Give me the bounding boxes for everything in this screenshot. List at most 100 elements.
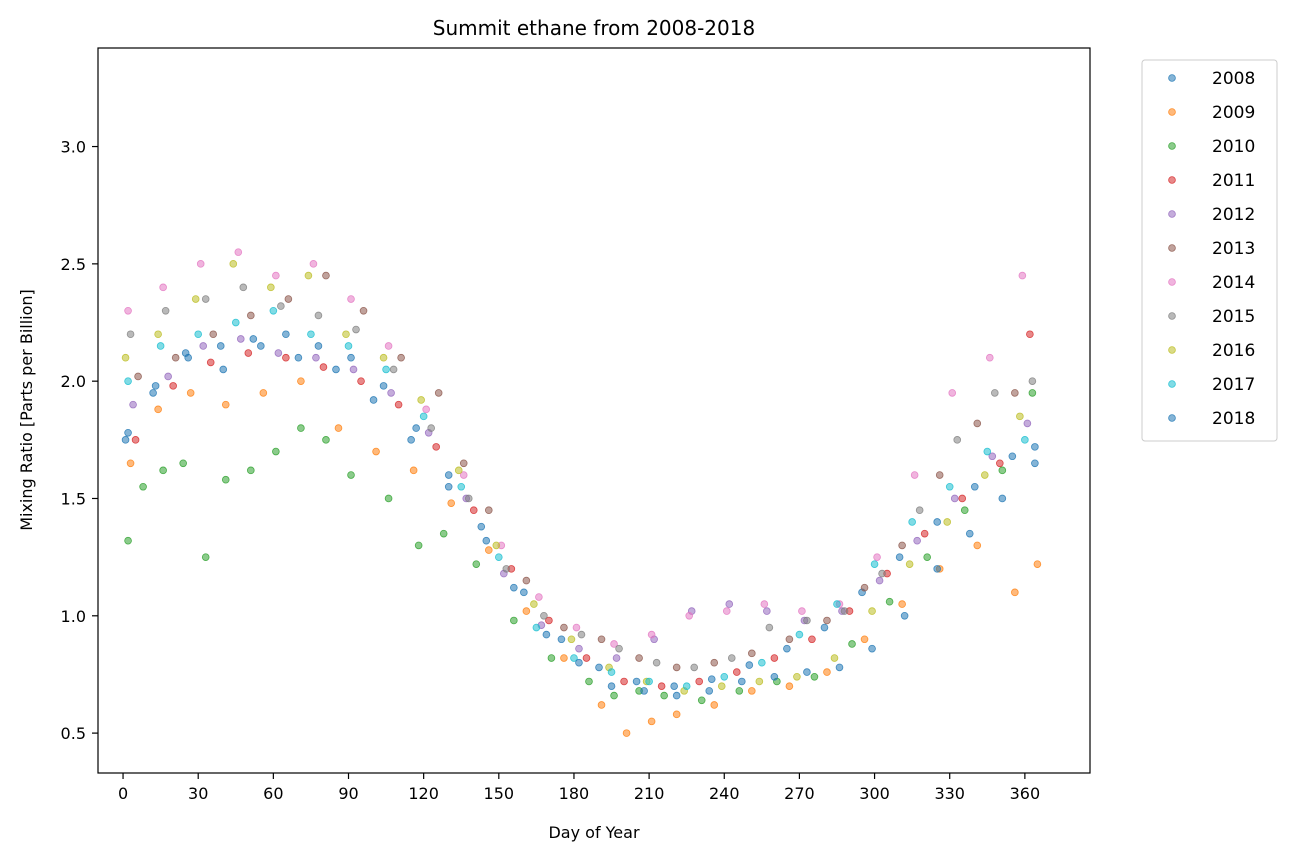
data-point: [234, 248, 243, 256]
y-tick-label: 3.0: [61, 138, 86, 157]
data-point: [459, 459, 468, 468]
data-point: [1018, 271, 1027, 280]
legend-marker: [1168, 346, 1176, 354]
data-point: [803, 668, 811, 676]
data-point: [309, 260, 318, 268]
data-point: [707, 675, 716, 683]
data-point: [783, 644, 791, 653]
data-point: [557, 635, 566, 644]
data-point: [785, 682, 794, 690]
data-point: [622, 729, 631, 737]
data-point: [434, 389, 443, 397]
series-2018: [121, 330, 1039, 700]
data-point: [1028, 389, 1037, 397]
data-point: [670, 682, 678, 690]
data-point: [259, 389, 268, 397]
data-point: [1011, 389, 1019, 397]
data-point: [382, 365, 390, 374]
data-point: [171, 353, 180, 362]
data-point: [272, 447, 280, 456]
data-point: [201, 553, 210, 561]
data-point: [154, 330, 162, 339]
data-point: [973, 419, 982, 428]
x-tick-label: 120: [408, 784, 439, 803]
x-tick-label: 240: [709, 784, 740, 803]
data-point: [369, 396, 378, 404]
data-point: [510, 616, 518, 625]
legend-marker: [1168, 108, 1176, 116]
data-point: [607, 682, 616, 690]
data-point: [567, 635, 576, 644]
legend-marker: [1168, 380, 1176, 388]
plot-points: [121, 248, 1042, 737]
data-point: [244, 349, 253, 357]
data-point: [690, 663, 699, 672]
data-point: [898, 600, 906, 608]
data-point: [933, 518, 941, 526]
data-point: [149, 389, 157, 397]
data-point: [991, 389, 999, 397]
data-point: [134, 372, 142, 381]
data-point: [469, 506, 478, 515]
data-point: [868, 644, 876, 653]
data-point: [908, 518, 916, 526]
data-point: [577, 630, 586, 639]
data-point: [126, 459, 135, 468]
data-point: [307, 330, 315, 339]
x-tick-label: 270: [784, 784, 815, 803]
data-point: [407, 436, 415, 444]
x-tick-label: 0: [118, 784, 128, 803]
data-point: [860, 583, 869, 592]
data-point: [1026, 330, 1034, 339]
data-point: [439, 529, 448, 538]
data-point: [647, 717, 656, 726]
legend-marker: [1168, 312, 1176, 320]
data-point: [610, 691, 618, 700]
data-point: [763, 607, 771, 615]
data-point: [304, 271, 313, 280]
data-point: [164, 372, 172, 381]
data-point: [151, 382, 160, 390]
data-point: [795, 630, 804, 639]
data-point: [269, 306, 278, 315]
data-point: [129, 400, 137, 409]
series-2011: [131, 330, 1034, 690]
data-point: [645, 677, 653, 686]
data-point: [632, 677, 641, 686]
data-point: [732, 668, 741, 676]
data-point: [532, 623, 541, 632]
legend-marker: [1168, 74, 1176, 82]
data-point: [349, 365, 358, 374]
data-point: [870, 560, 879, 568]
data-point: [482, 536, 491, 545]
data-point: [720, 673, 729, 681]
data-point: [835, 663, 844, 672]
data-point: [597, 701, 606, 709]
y-axis-label: Mixing Ratio [Parts per Billion]: [17, 289, 36, 531]
series-2012: [129, 335, 1032, 662]
data-point: [1008, 452, 1017, 461]
data-point: [612, 654, 621, 662]
data-point: [472, 560, 481, 568]
data-point: [785, 635, 794, 644]
series-2009: [126, 377, 1042, 737]
data-point: [464, 494, 473, 503]
data-point: [973, 541, 982, 550]
data-point: [359, 306, 368, 315]
legend-label: 2016: [1212, 341, 1255, 361]
data-point: [414, 541, 423, 550]
data-point: [229, 260, 238, 268]
legend-marker: [1168, 142, 1176, 150]
data-point: [798, 607, 806, 615]
data-point: [389, 365, 398, 374]
data-point: [1021, 436, 1029, 444]
data-point: [722, 607, 731, 615]
data-point: [447, 499, 456, 507]
x-tick-label: 60: [263, 784, 283, 803]
data-point: [139, 482, 147, 491]
legend-label: 2011: [1212, 171, 1255, 191]
series-2008: [124, 342, 1039, 690]
data-point: [542, 630, 551, 639]
data-point: [895, 553, 904, 561]
